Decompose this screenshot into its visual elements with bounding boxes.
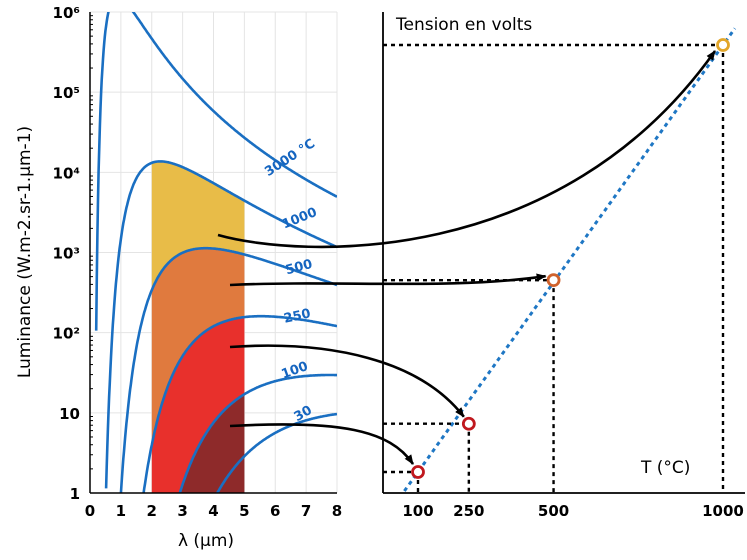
x-tick-label: 4 (208, 502, 218, 520)
x-tick-label: 7 (301, 502, 311, 520)
arrows (217, 50, 717, 465)
band-segment (151, 248, 245, 445)
series-label-30: 30 (292, 403, 315, 425)
x-tick-label: 2 (147, 502, 157, 520)
x-tick-label: 0 (85, 502, 95, 520)
mapping-arrow (229, 344, 465, 418)
series-line-500 (119, 246, 337, 493)
band-segment (151, 161, 245, 291)
right-x-tick-label: 250 (453, 502, 484, 520)
band-segment (151, 317, 245, 493)
x-tick-label: 1 (116, 502, 126, 520)
band-fill (151, 161, 245, 493)
series-line-3000 °C (94, 12, 337, 331)
voltage-curve (403, 27, 737, 492)
left-curves (94, 12, 337, 493)
data-point (411, 465, 425, 479)
voltage-label: Tension en volts (395, 15, 532, 35)
right-x-tick-label: 100 (402, 502, 433, 520)
y-tick-label: 10 (59, 405, 80, 423)
x-tick-label: 6 (270, 502, 280, 520)
x-axis-title: λ (µm) (178, 531, 234, 551)
series-label-250: 250 (282, 306, 312, 326)
series-label-500: 500 (284, 257, 314, 279)
right-x-tick-label: 1000 (702, 502, 744, 520)
series-line-1000 (104, 160, 337, 489)
series-line-30 (215, 412, 337, 493)
mapping-arrow (217, 50, 717, 249)
x-tick-label: 5 (239, 502, 249, 520)
y-tick-label: 10⁶ (53, 4, 80, 22)
y-tick-label: 10³ (53, 245, 80, 263)
right-x-tick-label: 500 (538, 502, 569, 520)
temperature-axis-label: T (°C) (640, 458, 690, 478)
band-segment (151, 394, 245, 493)
x-tick-label: 8 (332, 502, 342, 520)
y-tick-label: 10² (53, 325, 80, 343)
data-point (716, 38, 730, 52)
left-axes (89, 12, 337, 494)
data-point (461, 416, 476, 431)
right-panel: Tension en volts T (°C) 100 250 500 1000 (382, 12, 745, 520)
x-tick-label: 3 (177, 502, 187, 520)
data-point (546, 273, 561, 288)
series-label-100: 100 (279, 359, 310, 382)
mapping-arrow (229, 423, 415, 465)
series-line-100 (178, 373, 337, 493)
series-line-250 (142, 314, 337, 493)
y-tick-label: 10⁵ (53, 84, 80, 102)
y-tick-label: 10⁴ (53, 164, 80, 182)
y-tick-label: 1 (70, 485, 80, 503)
y-axis-title: Luminance (W.m-2.sr-1.µm-1) (15, 126, 35, 378)
mapping-arrow (229, 273, 547, 287)
